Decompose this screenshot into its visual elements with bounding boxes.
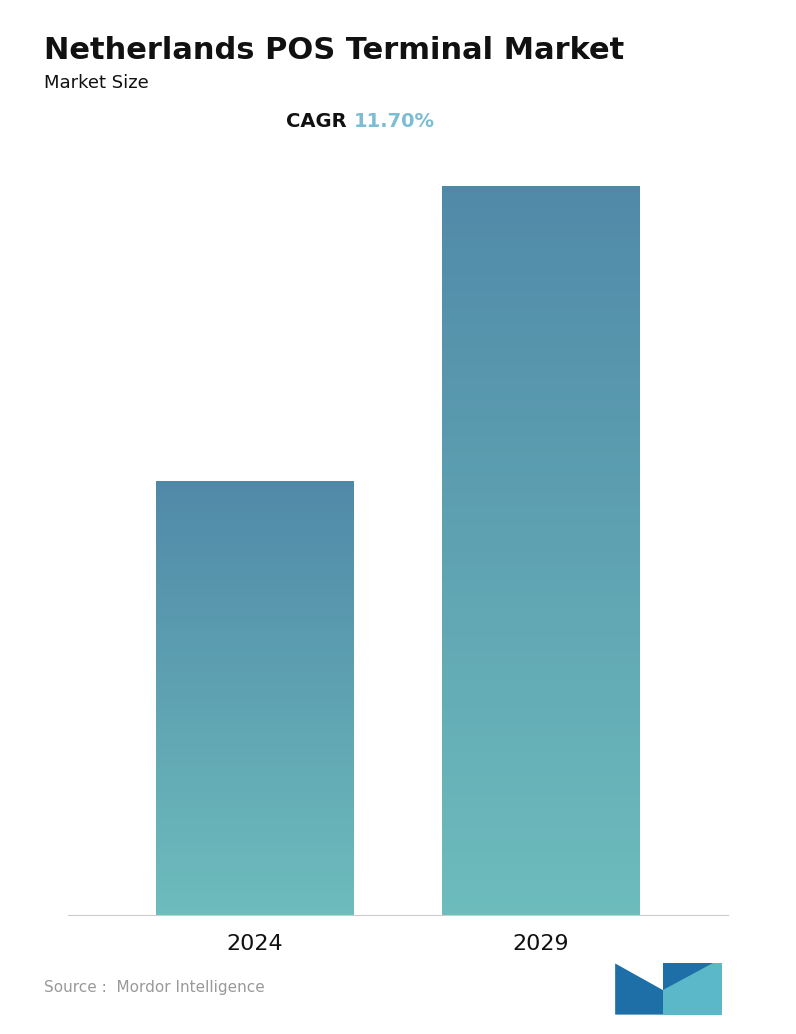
Text: 2029: 2029 (513, 934, 569, 953)
Text: CAGR: CAGR (286, 112, 346, 130)
Polygon shape (663, 964, 713, 991)
Text: Market Size: Market Size (44, 74, 149, 92)
Polygon shape (663, 964, 722, 1014)
Text: 2024: 2024 (227, 934, 283, 953)
Text: 11.70%: 11.70% (354, 112, 435, 130)
Polygon shape (615, 964, 663, 1014)
Text: Netherlands POS Terminal Market: Netherlands POS Terminal Market (44, 36, 624, 65)
Text: Source :  Mordor Intelligence: Source : Mordor Intelligence (44, 979, 264, 995)
